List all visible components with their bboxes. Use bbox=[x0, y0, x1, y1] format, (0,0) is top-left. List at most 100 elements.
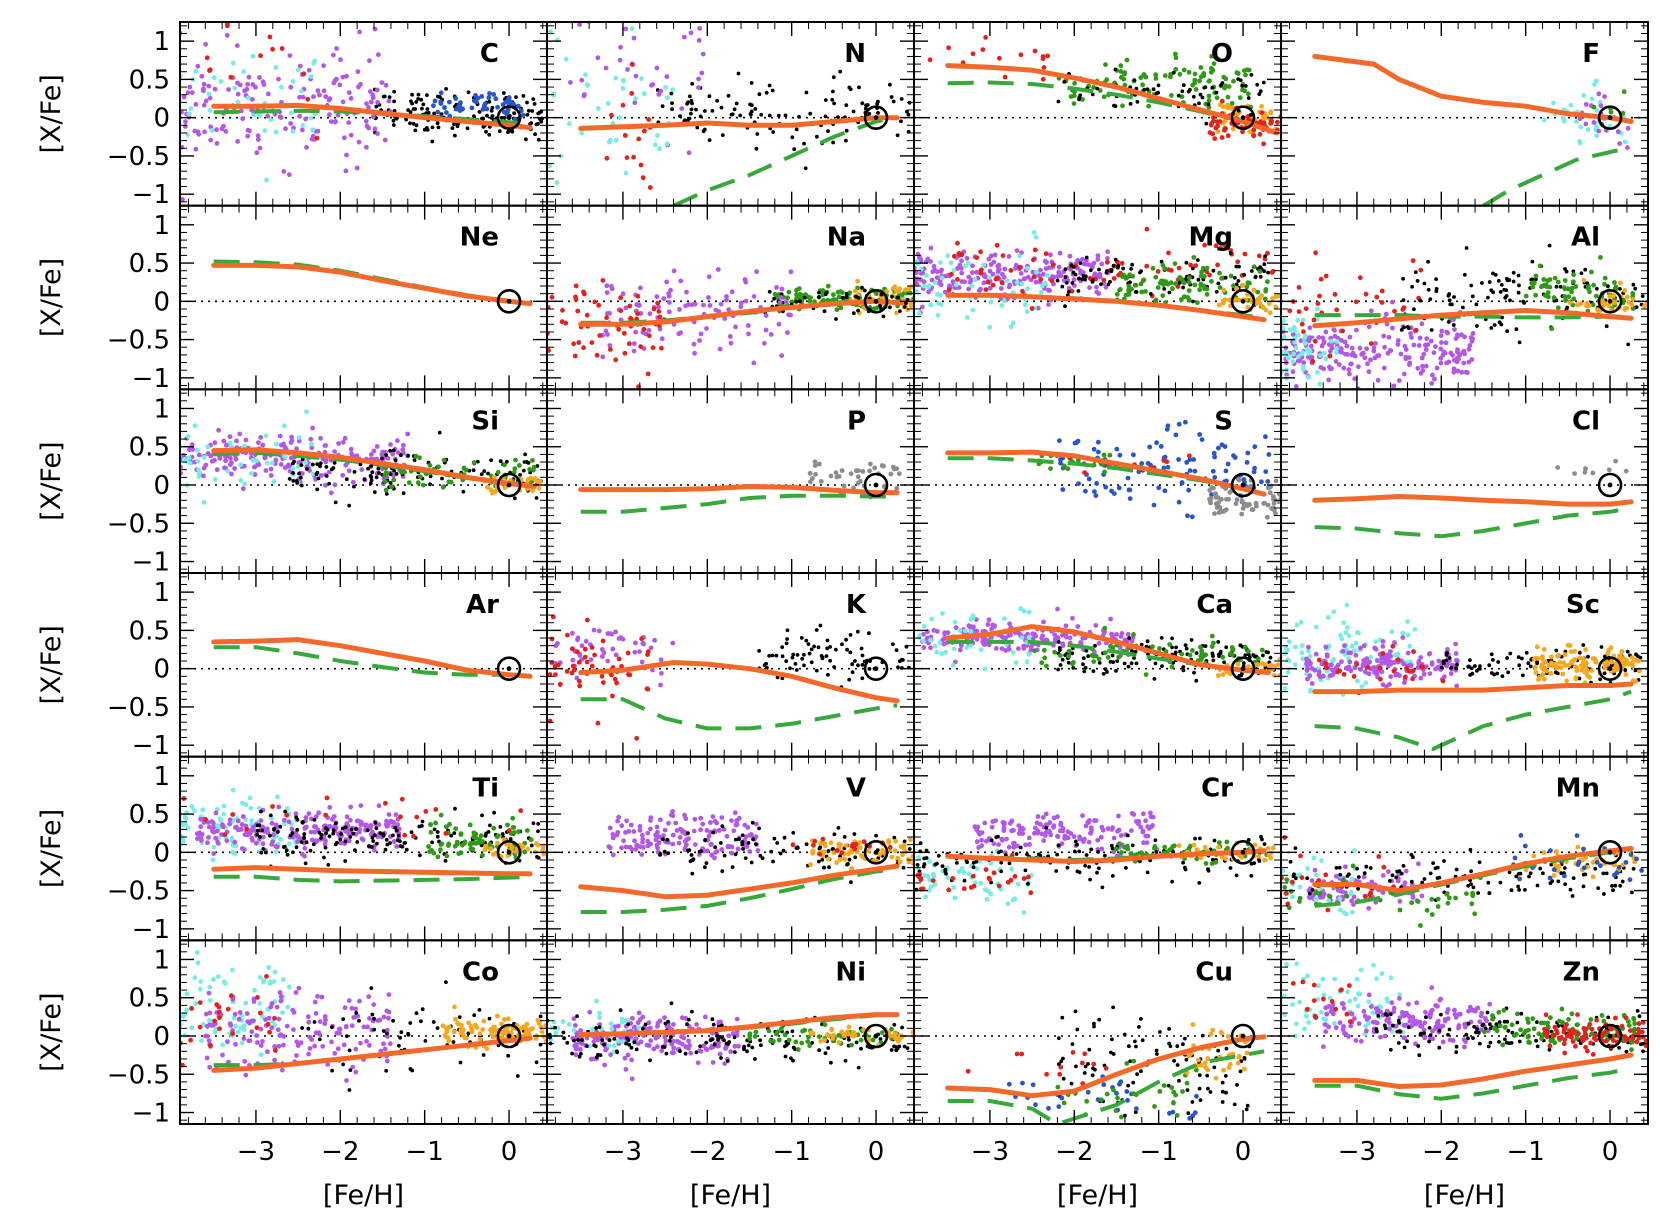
data-point bbox=[435, 121, 440, 126]
data-point bbox=[1302, 336, 1307, 341]
data-point bbox=[196, 467, 201, 473]
data-point bbox=[1081, 261, 1087, 267]
data-point bbox=[207, 95, 213, 101]
data-point bbox=[528, 122, 532, 126]
data-point bbox=[670, 87, 675, 93]
data-point bbox=[1285, 355, 1291, 361]
data-point bbox=[626, 341, 632, 347]
data-point bbox=[719, 105, 724, 110]
data-point bbox=[281, 441, 286, 447]
data-point bbox=[638, 344, 644, 349]
data-point bbox=[1249, 507, 1255, 512]
data-point bbox=[340, 74, 346, 80]
data-point bbox=[635, 293, 641, 299]
data-point bbox=[1058, 457, 1063, 462]
data-point bbox=[1231, 453, 1236, 458]
data-point bbox=[1306, 375, 1311, 380]
data-point bbox=[660, 104, 665, 109]
data-point bbox=[1051, 262, 1056, 267]
data-point bbox=[1243, 84, 1248, 88]
data-point bbox=[786, 289, 792, 295]
data-point bbox=[1088, 268, 1093, 273]
data-point bbox=[1640, 294, 1645, 298]
data-point bbox=[891, 99, 896, 104]
data-point bbox=[286, 462, 291, 468]
data-point bbox=[1104, 77, 1110, 83]
data-point bbox=[1160, 293, 1166, 298]
data-point bbox=[1151, 502, 1157, 508]
data-point bbox=[604, 155, 610, 161]
data-point bbox=[537, 110, 542, 115]
scatter-series bbox=[180, 53, 318, 183]
data-point bbox=[1328, 338, 1334, 344]
data-point bbox=[491, 92, 497, 97]
data-point bbox=[1212, 136, 1218, 142]
data-point bbox=[547, 163, 552, 169]
data-point bbox=[1075, 438, 1081, 444]
y-tick-label: 1 bbox=[153, 211, 170, 241]
data-point bbox=[1067, 253, 1073, 259]
data-point bbox=[207, 108, 213, 113]
data-point bbox=[1040, 76, 1046, 82]
data-point bbox=[1010, 320, 1016, 326]
data-point bbox=[860, 676, 865, 681]
data-point bbox=[1101, 452, 1107, 458]
data-point bbox=[622, 133, 628, 138]
data-point bbox=[1099, 282, 1103, 287]
data-point bbox=[1517, 340, 1522, 345]
data-point bbox=[1060, 632, 1065, 638]
data-point bbox=[572, 667, 577, 673]
data-point bbox=[391, 448, 396, 453]
data-point bbox=[1114, 446, 1120, 452]
data-point bbox=[1263, 254, 1267, 258]
data-point bbox=[1464, 370, 1470, 376]
data-point bbox=[1094, 481, 1099, 486]
data-point bbox=[1262, 256, 1268, 262]
data-point bbox=[1606, 303, 1612, 308]
data-point bbox=[783, 113, 788, 118]
data-point bbox=[1545, 290, 1551, 295]
data-point bbox=[1177, 281, 1182, 285]
panel-p: P bbox=[546, 388, 915, 575]
data-point bbox=[347, 503, 352, 508]
data-point bbox=[633, 73, 639, 79]
model-line-dashed bbox=[580, 697, 898, 731]
data-point bbox=[1096, 449, 1101, 455]
scatter-series bbox=[1056, 67, 1266, 126]
data-point bbox=[1530, 259, 1535, 264]
data-point bbox=[657, 314, 663, 320]
data-point bbox=[1459, 369, 1465, 375]
data-point bbox=[1008, 324, 1014, 330]
data-point bbox=[770, 653, 775, 658]
data-point bbox=[595, 55, 601, 61]
data-point bbox=[282, 454, 288, 460]
data-point bbox=[1604, 324, 1609, 329]
data-point bbox=[406, 480, 412, 485]
data-point bbox=[767, 653, 772, 658]
data-point bbox=[1302, 341, 1308, 346]
data-point bbox=[808, 295, 813, 300]
data-point bbox=[763, 313, 769, 318]
data-point bbox=[1299, 321, 1305, 327]
data-point bbox=[328, 119, 334, 124]
data-point bbox=[1177, 71, 1183, 77]
data-point bbox=[1445, 330, 1451, 336]
data-point bbox=[1237, 95, 1243, 101]
data-point bbox=[1004, 278, 1010, 283]
data-point bbox=[1487, 280, 1492, 284]
data-point bbox=[435, 109, 441, 115]
data-point bbox=[1357, 275, 1363, 281]
data-point bbox=[321, 63, 326, 69]
data-point bbox=[640, 175, 646, 181]
data-point bbox=[332, 449, 337, 454]
data-point bbox=[291, 479, 296, 483]
data-point bbox=[738, 300, 744, 306]
data-point bbox=[613, 629, 618, 635]
data-point bbox=[1228, 273, 1234, 279]
data-point bbox=[1290, 332, 1296, 337]
data-point bbox=[388, 442, 393, 447]
data-point bbox=[377, 471, 381, 475]
model-line-solid bbox=[945, 449, 1267, 497]
data-point bbox=[715, 98, 720, 103]
data-point bbox=[1188, 87, 1192, 92]
